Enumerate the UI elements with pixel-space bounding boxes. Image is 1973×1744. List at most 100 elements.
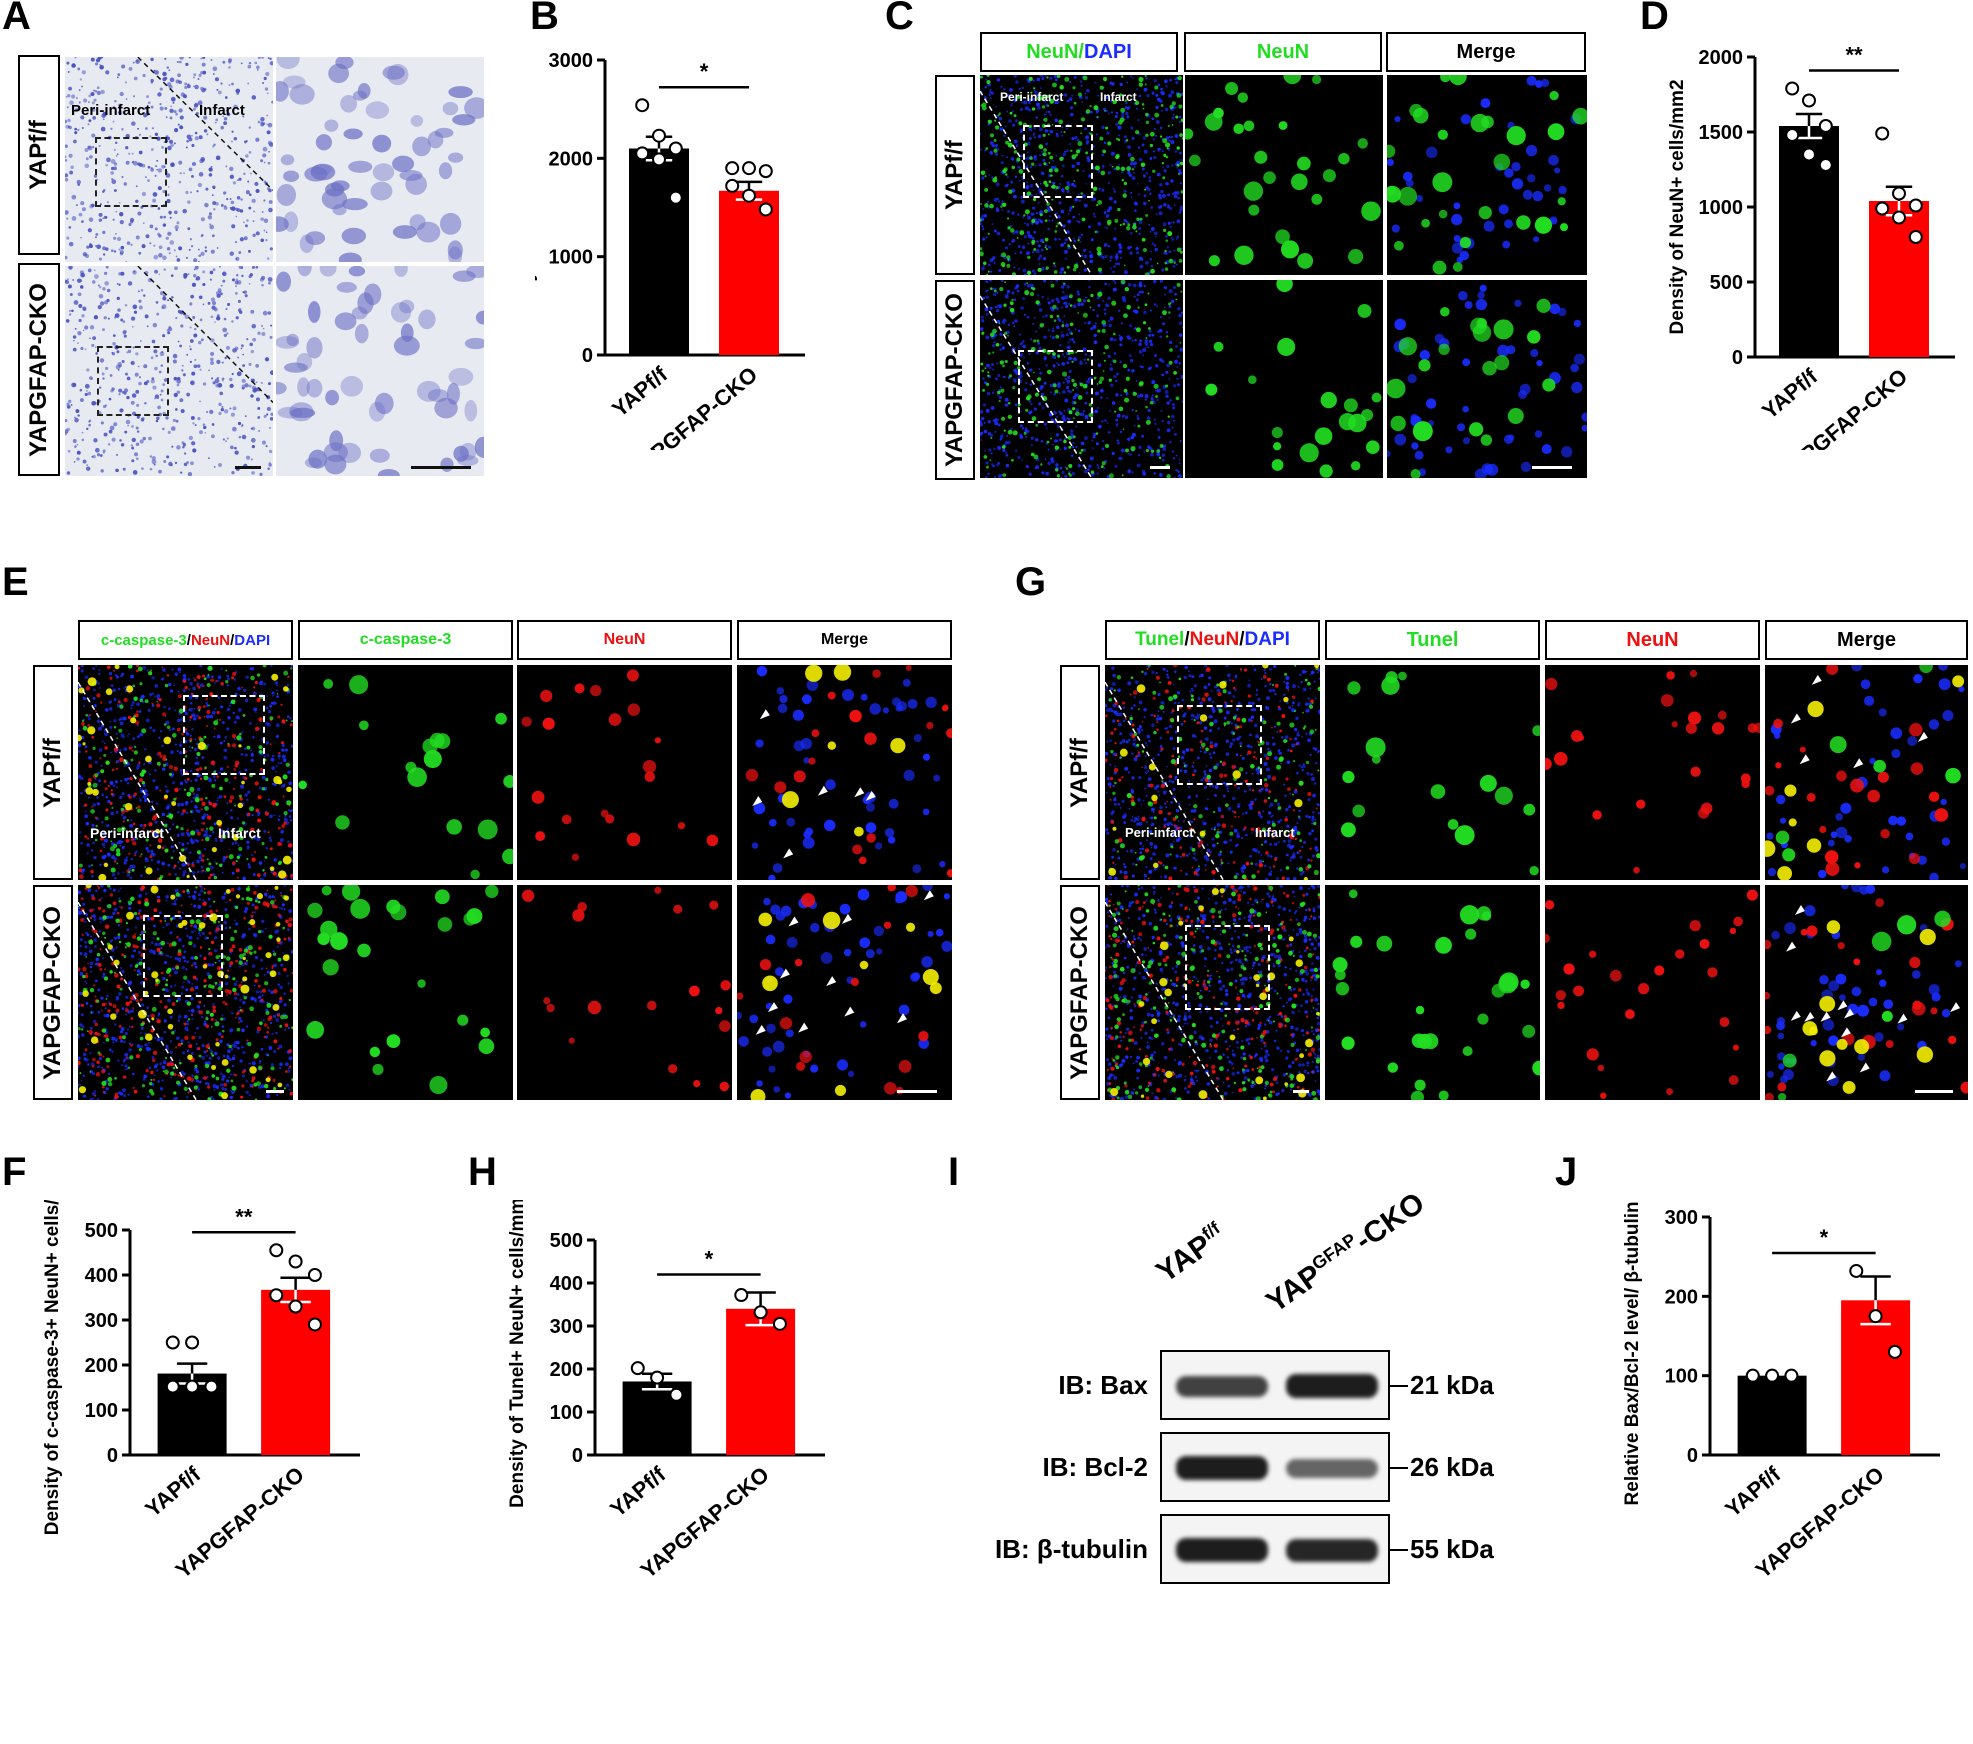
cell-dot [1119, 93, 1123, 97]
cell-dot [998, 304, 1003, 309]
cell-dot [1143, 284, 1146, 288]
cell-dot [1006, 434, 1009, 437]
data-point [725, 178, 740, 193]
cell-dot [1484, 464, 1493, 474]
cell-dot [1128, 106, 1131, 109]
cell-dot [65, 124, 70, 129]
cell-dot [165, 116, 168, 119]
cell-dot [1018, 87, 1021, 90]
cell-dot [1419, 349, 1430, 361]
cell-dot [198, 295, 203, 300]
cell-dot [1038, 190, 1042, 193]
x-tick-label-1: YAPf/f [1757, 363, 1823, 424]
neuron-body [306, 336, 323, 359]
cell-dot [827, 691, 836, 700]
cell-dot [148, 1066, 151, 1070]
cell-dot [227, 742, 230, 745]
cell-dot [1178, 313, 1182, 318]
cell-dot [168, 728, 172, 732]
y-tick-label: 1000 [549, 247, 594, 269]
cell-dot [982, 389, 985, 392]
cell-dot [105, 70, 110, 75]
cell-dot [1005, 451, 1008, 454]
cell-dot [1073, 240, 1076, 243]
cell-dot [239, 237, 244, 242]
cell-dot [189, 360, 193, 364]
cell-dot [111, 178, 114, 181]
cell-dot [1045, 110, 1048, 114]
cell-dot [232, 278, 235, 282]
cell-dot [134, 854, 136, 857]
cell-dot [1042, 152, 1047, 157]
cell-dot [137, 666, 143, 672]
cell-dot [1152, 150, 1155, 153]
cell-dot [985, 335, 990, 340]
fluor-overview-image [78, 885, 293, 1100]
cell-dot [1060, 333, 1065, 338]
cell-dot [81, 220, 84, 224]
cell-dot [180, 471, 183, 474]
cell-dot [110, 831, 113, 833]
cell-dot [1059, 411, 1063, 416]
cell-dot [1169, 78, 1172, 82]
cell-dot [227, 743, 231, 748]
cell-dot [1077, 298, 1082, 303]
cell-dot [1086, 358, 1090, 361]
cell-dot [156, 694, 161, 698]
cell-dot [231, 733, 237, 739]
cell-dot [1051, 443, 1054, 446]
data-point [1892, 186, 1906, 201]
cell-dot [191, 161, 197, 167]
cell-dot [138, 251, 142, 255]
cell-dot [115, 851, 121, 857]
cell-dot [240, 347, 243, 350]
cell-dot [1121, 474, 1124, 477]
cell-dot [168, 461, 173, 467]
cell-dot [157, 895, 161, 899]
cell-dot [1014, 252, 1017, 255]
cell-dot [1405, 179, 1414, 188]
data-point [668, 141, 683, 156]
cell-dot [1114, 255, 1119, 259]
cell-dot [1155, 134, 1158, 137]
cell-dot [1098, 222, 1101, 225]
cell-dot [1013, 114, 1017, 118]
cell-dot [1114, 262, 1118, 266]
cell-dot [980, 362, 984, 366]
cell-dot [987, 270, 990, 273]
cell-dot [194, 84, 199, 90]
cell-dot [245, 831, 248, 835]
data-point [725, 161, 740, 176]
cell-dot [191, 143, 195, 147]
cell-dot [1074, 135, 1078, 140]
neuron-body [280, 154, 295, 166]
cell-dot [1026, 315, 1030, 319]
cell-dot [1070, 149, 1073, 152]
cell-dot [110, 249, 114, 253]
cell-dot [1043, 148, 1047, 152]
cell-dot [163, 823, 168, 828]
cell-dot [1081, 217, 1086, 222]
cell-dot [212, 381, 216, 385]
cell-dot [216, 799, 219, 802]
cell-dot [987, 263, 991, 267]
cell-dot [1457, 423, 1466, 432]
cell-dot [1133, 165, 1136, 168]
cell-dot [206, 714, 210, 719]
cell-dot [1144, 83, 1147, 86]
cell-dot [181, 842, 185, 847]
cell-dot [283, 670, 289, 676]
cell-dot [980, 327, 984, 331]
cell-dot [197, 364, 201, 368]
cell-dot [226, 727, 230, 731]
cell-dot [995, 342, 1000, 347]
cell-dot [1145, 346, 1147, 349]
cell-dot [105, 366, 109, 371]
cell-dot [1038, 308, 1043, 312]
cell-dot [1136, 463, 1141, 468]
cell-dot [1011, 211, 1015, 215]
cell-dot [101, 793, 104, 796]
cell-dot [149, 455, 153, 458]
cell-dot [1319, 464, 1333, 478]
cell-dot [1019, 107, 1023, 111]
